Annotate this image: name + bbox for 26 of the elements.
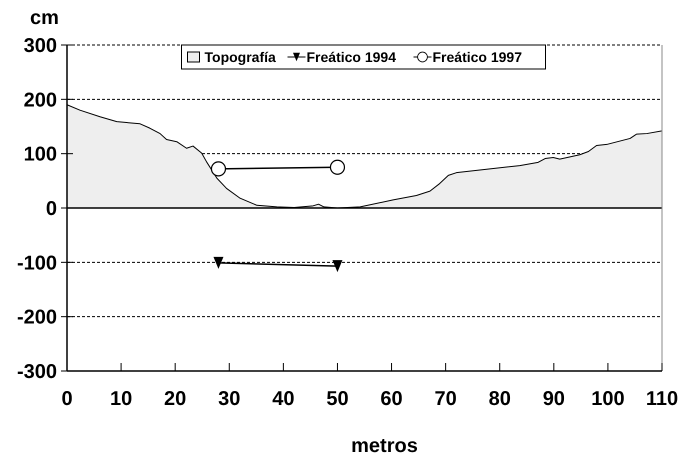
point xyxy=(210,161,226,176)
x-tick-label: 60 xyxy=(380,388,403,410)
x-axis-title: metros xyxy=(351,435,418,457)
x-tick-label: 20 xyxy=(164,388,186,410)
legend-label: Freático 1994 xyxy=(306,48,396,65)
x-tick-label: 50 xyxy=(326,388,349,410)
legend-label: Freático 1997 xyxy=(432,48,522,65)
y-tick-label: 0 xyxy=(46,198,57,220)
x-tick-label: 80 xyxy=(488,388,511,410)
y-tick-label: 100 xyxy=(24,144,57,166)
y-tick-label: 200 xyxy=(24,89,57,112)
x-tick-label: 110 xyxy=(646,388,678,410)
x-tick-label: 30 xyxy=(218,388,240,410)
y-tick-label: -200 xyxy=(16,306,57,329)
point xyxy=(330,160,346,175)
x-tick-label: 100 xyxy=(591,388,625,410)
y-axis-title: cm xyxy=(30,7,59,29)
x-tick-label: 40 xyxy=(272,388,294,410)
legend-label: Topografía xyxy=(204,48,276,65)
y-tick-label: 300 xyxy=(24,35,57,57)
y-tick-label: -100 xyxy=(16,252,57,274)
y-tick-label: -300 xyxy=(16,361,57,383)
x-tick-label: 90 xyxy=(542,388,565,410)
x-tick-label: 70 xyxy=(434,388,457,410)
x-tick-label: 0 xyxy=(61,388,73,410)
x-tick-label: 10 xyxy=(110,388,132,410)
